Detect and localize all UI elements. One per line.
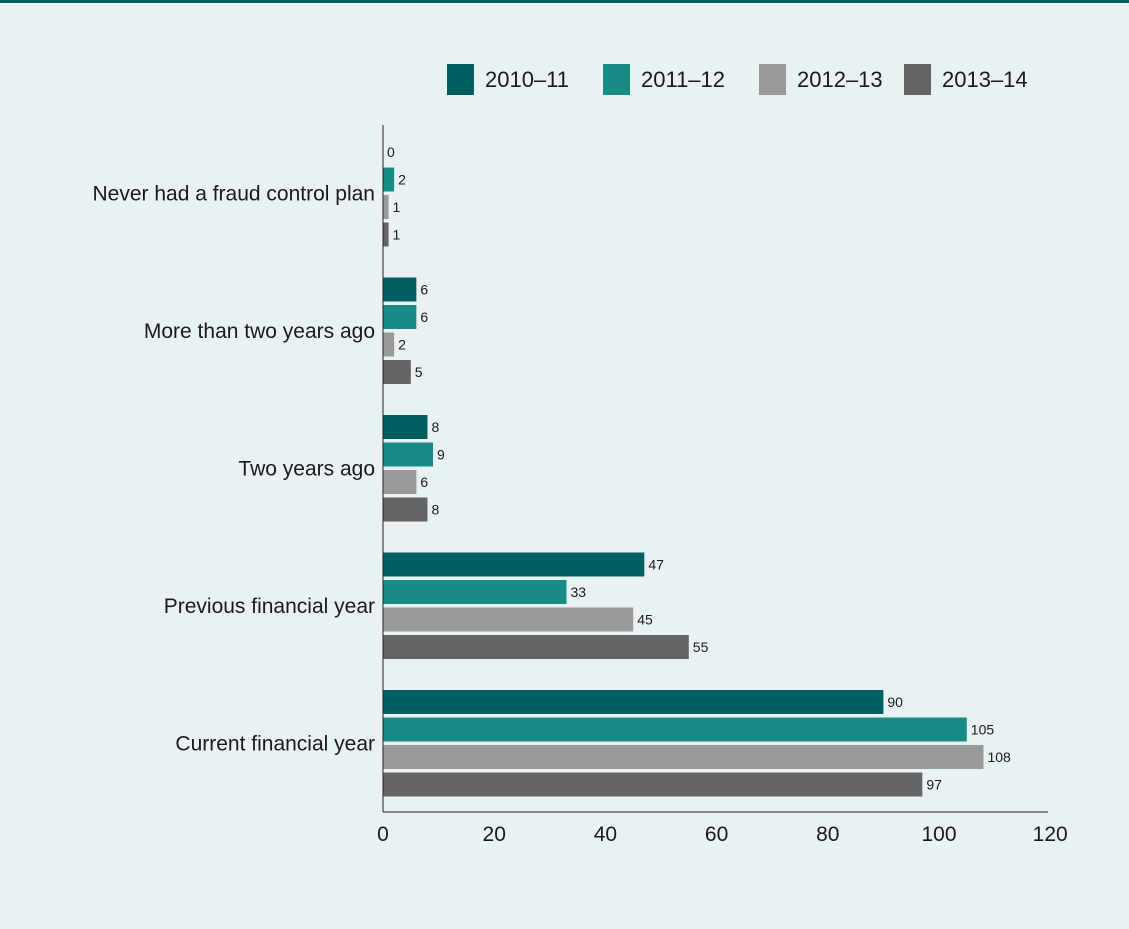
data-label: 8 [431,502,439,518]
data-label: 2 [398,172,406,188]
axes [382,125,1048,813]
legend-label: 2013–14 [942,67,1028,92]
bar [383,332,395,357]
category-label: Never had a fraud control plan [92,182,375,205]
data-label: 6 [420,309,428,325]
legend-label: 2011–12 [641,67,725,92]
category-labels: Never had a fraud control plan More than … [92,182,375,755]
x-tick-labels: 0 20 40 60 80 100 120 [377,823,1068,846]
bar [383,772,923,797]
bar [383,470,417,494]
data-label: 55 [693,639,709,655]
bar [383,360,411,384]
bar [383,717,967,742]
data-label: 6 [420,474,428,490]
data-label: 45 [637,612,653,628]
bar [383,442,434,467]
top-border [0,0,1129,3]
data-label: 2 [398,337,406,353]
data-label: 47 [648,557,664,573]
category-label: Current financial year [175,732,375,755]
bar [383,195,389,219]
bar [383,552,645,577]
legend-swatch [904,64,931,95]
bar [383,305,417,329]
category-label: Two years ago [238,457,375,480]
data-label: 33 [570,584,586,600]
data-label: 6 [420,282,428,298]
x-tick-label: 20 [483,823,506,846]
bar [383,580,567,604]
data-label: 0 [387,144,395,160]
bar [383,167,395,192]
x-tick-label: 100 [921,823,956,846]
legend-label: 2012–13 [797,67,883,92]
legend-label: 2010–11 [485,67,569,92]
category-label: More than two years ago [144,320,375,343]
legend-swatch [759,64,786,95]
data-label: 5 [415,364,423,380]
x-tick-label: 0 [377,823,389,846]
x-tick-label: 40 [594,823,617,846]
x-tick-label: 80 [816,823,839,846]
bar [383,607,634,632]
data-label: 1 [393,227,401,243]
category-label: Previous financial year [164,595,375,618]
legend-swatch [603,64,630,95]
data-label: 97 [926,777,942,793]
legend: 2010–11 2011–12 2012–13 2013–14 [447,64,1028,95]
legend-swatch [447,64,474,95]
data-label: 105 [971,722,995,738]
bar [383,277,417,302]
x-tick-label: 120 [1033,823,1068,846]
bar [383,222,389,247]
x-tick-label: 60 [705,823,728,846]
bars [383,167,984,797]
bar [383,635,689,659]
data-label: 8 [431,419,439,435]
bar [383,745,984,769]
data-label: 90 [887,694,903,710]
bar [383,497,428,522]
data-label: 9 [437,447,445,463]
bar [383,690,884,714]
bar [383,415,428,439]
data-label: 108 [987,749,1011,765]
data-label: 1 [393,199,401,215]
